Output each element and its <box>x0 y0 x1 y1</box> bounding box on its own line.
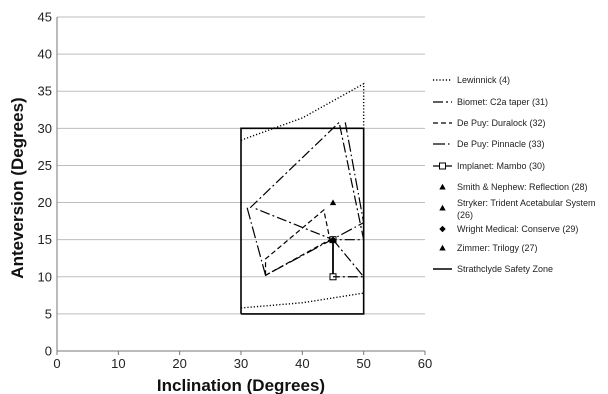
x-tick-label-0: 0 <box>53 356 60 371</box>
y-tick-label-40: 40 <box>38 47 52 62</box>
y-tick-label-45: 45 <box>38 10 52 25</box>
series-de-puy-pinnacle-33 <box>246 122 365 277</box>
series-de-puy-duralock-32-line <box>264 208 331 276</box>
legend-item-strathclyde-safety-zone-label: Strathclyde Safety Zone <box>457 264 553 274</box>
legend-item-lewinnick-4: Lewinnick (4) <box>433 75 510 85</box>
x-tick-label-10: 10 <box>111 356 125 371</box>
legend-item-stryker-trident-acetabular-system-26: Stryker: Trident Acetabular System (26) <box>439 198 596 220</box>
axes: 0 5 10 15 20 25 30 35 40 45 0 10 20 30 40 50 60 <box>38 10 433 372</box>
y-tick-label-0: 0 <box>45 344 52 359</box>
legend-item-smith-nephew-reflection-28-label: Smith & Nephew: Reflection (28) <box>457 182 588 192</box>
x-tick-label-50: 50 <box>356 356 370 371</box>
x-tick-label-60: 60 <box>418 356 432 371</box>
x-tick-label-30: 30 <box>234 356 248 371</box>
x-tick-label-20: 20 <box>172 356 186 371</box>
legend-item-implanet-mambo-30: Implanet: Mambo (30) <box>433 161 545 171</box>
y-tick-label-30: 30 <box>38 121 52 136</box>
legend-item-stryker-trident-acetabular-system-26-label: Stryker: Trident Acetabular System (26) <box>457 198 596 220</box>
series-strathclyde-safety-zone <box>240 127 365 315</box>
y-axis-title: Anteversion (Degrees) <box>8 97 27 278</box>
legend-item-strathclyde-safety-zone: Strathclyde Safety Zone <box>433 264 553 274</box>
legend-item-implanet-mambo-30-label: Implanet: Mambo (30) <box>457 161 545 171</box>
y-tick-label-25: 25 <box>38 158 52 173</box>
y-tick-label-20: 20 <box>38 195 52 210</box>
y-tick-label-5: 5 <box>45 306 52 321</box>
legend-item-stryker-trident-acetabular-system-26-swatch-marker <box>439 204 446 211</box>
series-biomet-c2a-taper-31 <box>249 121 365 241</box>
legend-item-wright-medical-conserve-29-label: Wright Medical: Conserve (29) <box>457 224 578 234</box>
y-tick-label-10: 10 <box>38 269 52 284</box>
legend-item-de-puy-duralock-32-label: De Puy: Duralock (32) <box>457 118 546 128</box>
series-biomet-c2a-taper-31-segment-0 <box>332 239 365 278</box>
legend-item-zimmer-trilogy-27-swatch-marker <box>439 244 446 251</box>
legend-item-smith-nephew-reflection-28: Smith & Nephew: Reflection (28) <box>439 182 588 192</box>
legend-item-de-puy-pinnacle-33-label: De Puy: Pinnacle (33) <box>457 139 545 149</box>
legend-item-zimmer-trilogy-27-label: Zimmer: Trilogy (27) <box>457 243 538 253</box>
legend-item-stryker-trident-acetabular-system-26-label-line-2: (26) <box>457 210 473 220</box>
series-smith-nephew-reflection-28-point-0 <box>329 199 337 206</box>
plot-series <box>240 82 365 315</box>
series-de-puy-duralock-32 <box>264 208 331 276</box>
legend-item-biomet-c2a-taper-31: Biomet: C2a taper (31) <box>433 97 548 107</box>
legend-item-wright-medical-conserve-29: Wright Medical: Conserve (29) <box>439 224 578 234</box>
legend-item-de-puy-duralock-32: De Puy: Duralock (32) <box>433 118 546 128</box>
legend-item-smith-nephew-reflection-28-swatch-marker <box>439 183 446 190</box>
legend-item-wright-medical-conserve-29-swatch-marker <box>439 225 446 233</box>
legend-item-zimmer-trilogy-27: Zimmer: Trilogy (27) <box>439 243 538 253</box>
legend: Lewinnick (4) Biomet: C2a taper (31) De Pu… <box>433 75 596 274</box>
series-lewinnick-4-line <box>240 82 365 309</box>
series-strathclyde-safety-zone-line <box>240 127 365 315</box>
y-tick-label-15: 15 <box>38 232 52 247</box>
legend-item-de-puy-pinnacle-33: De Puy: Pinnacle (33) <box>433 139 545 149</box>
series-biomet-c2a-taper-31-line <box>249 121 365 241</box>
legend-item-biomet-c2a-taper-31-label: Biomet: C2a taper (31) <box>457 97 548 107</box>
legend-item-lewinnick-4-label: Lewinnick (4) <box>457 75 510 85</box>
legend-item-implanet-mambo-30-swatch-marker <box>439 162 446 170</box>
legend-item-stryker-trident-acetabular-system-26-label-line-1: Stryker: Trident Acetabular System <box>457 198 596 208</box>
x-axis-title: Inclination (Degrees) <box>157 376 325 394</box>
series-lewinnick-4 <box>240 82 365 309</box>
series-smith-nephew-reflection-28 <box>329 199 337 206</box>
y-tick-label-35: 35 <box>38 84 52 99</box>
x-tick-label-40: 40 <box>295 356 309 371</box>
series-de-puy-pinnacle-33-line <box>246 122 365 277</box>
